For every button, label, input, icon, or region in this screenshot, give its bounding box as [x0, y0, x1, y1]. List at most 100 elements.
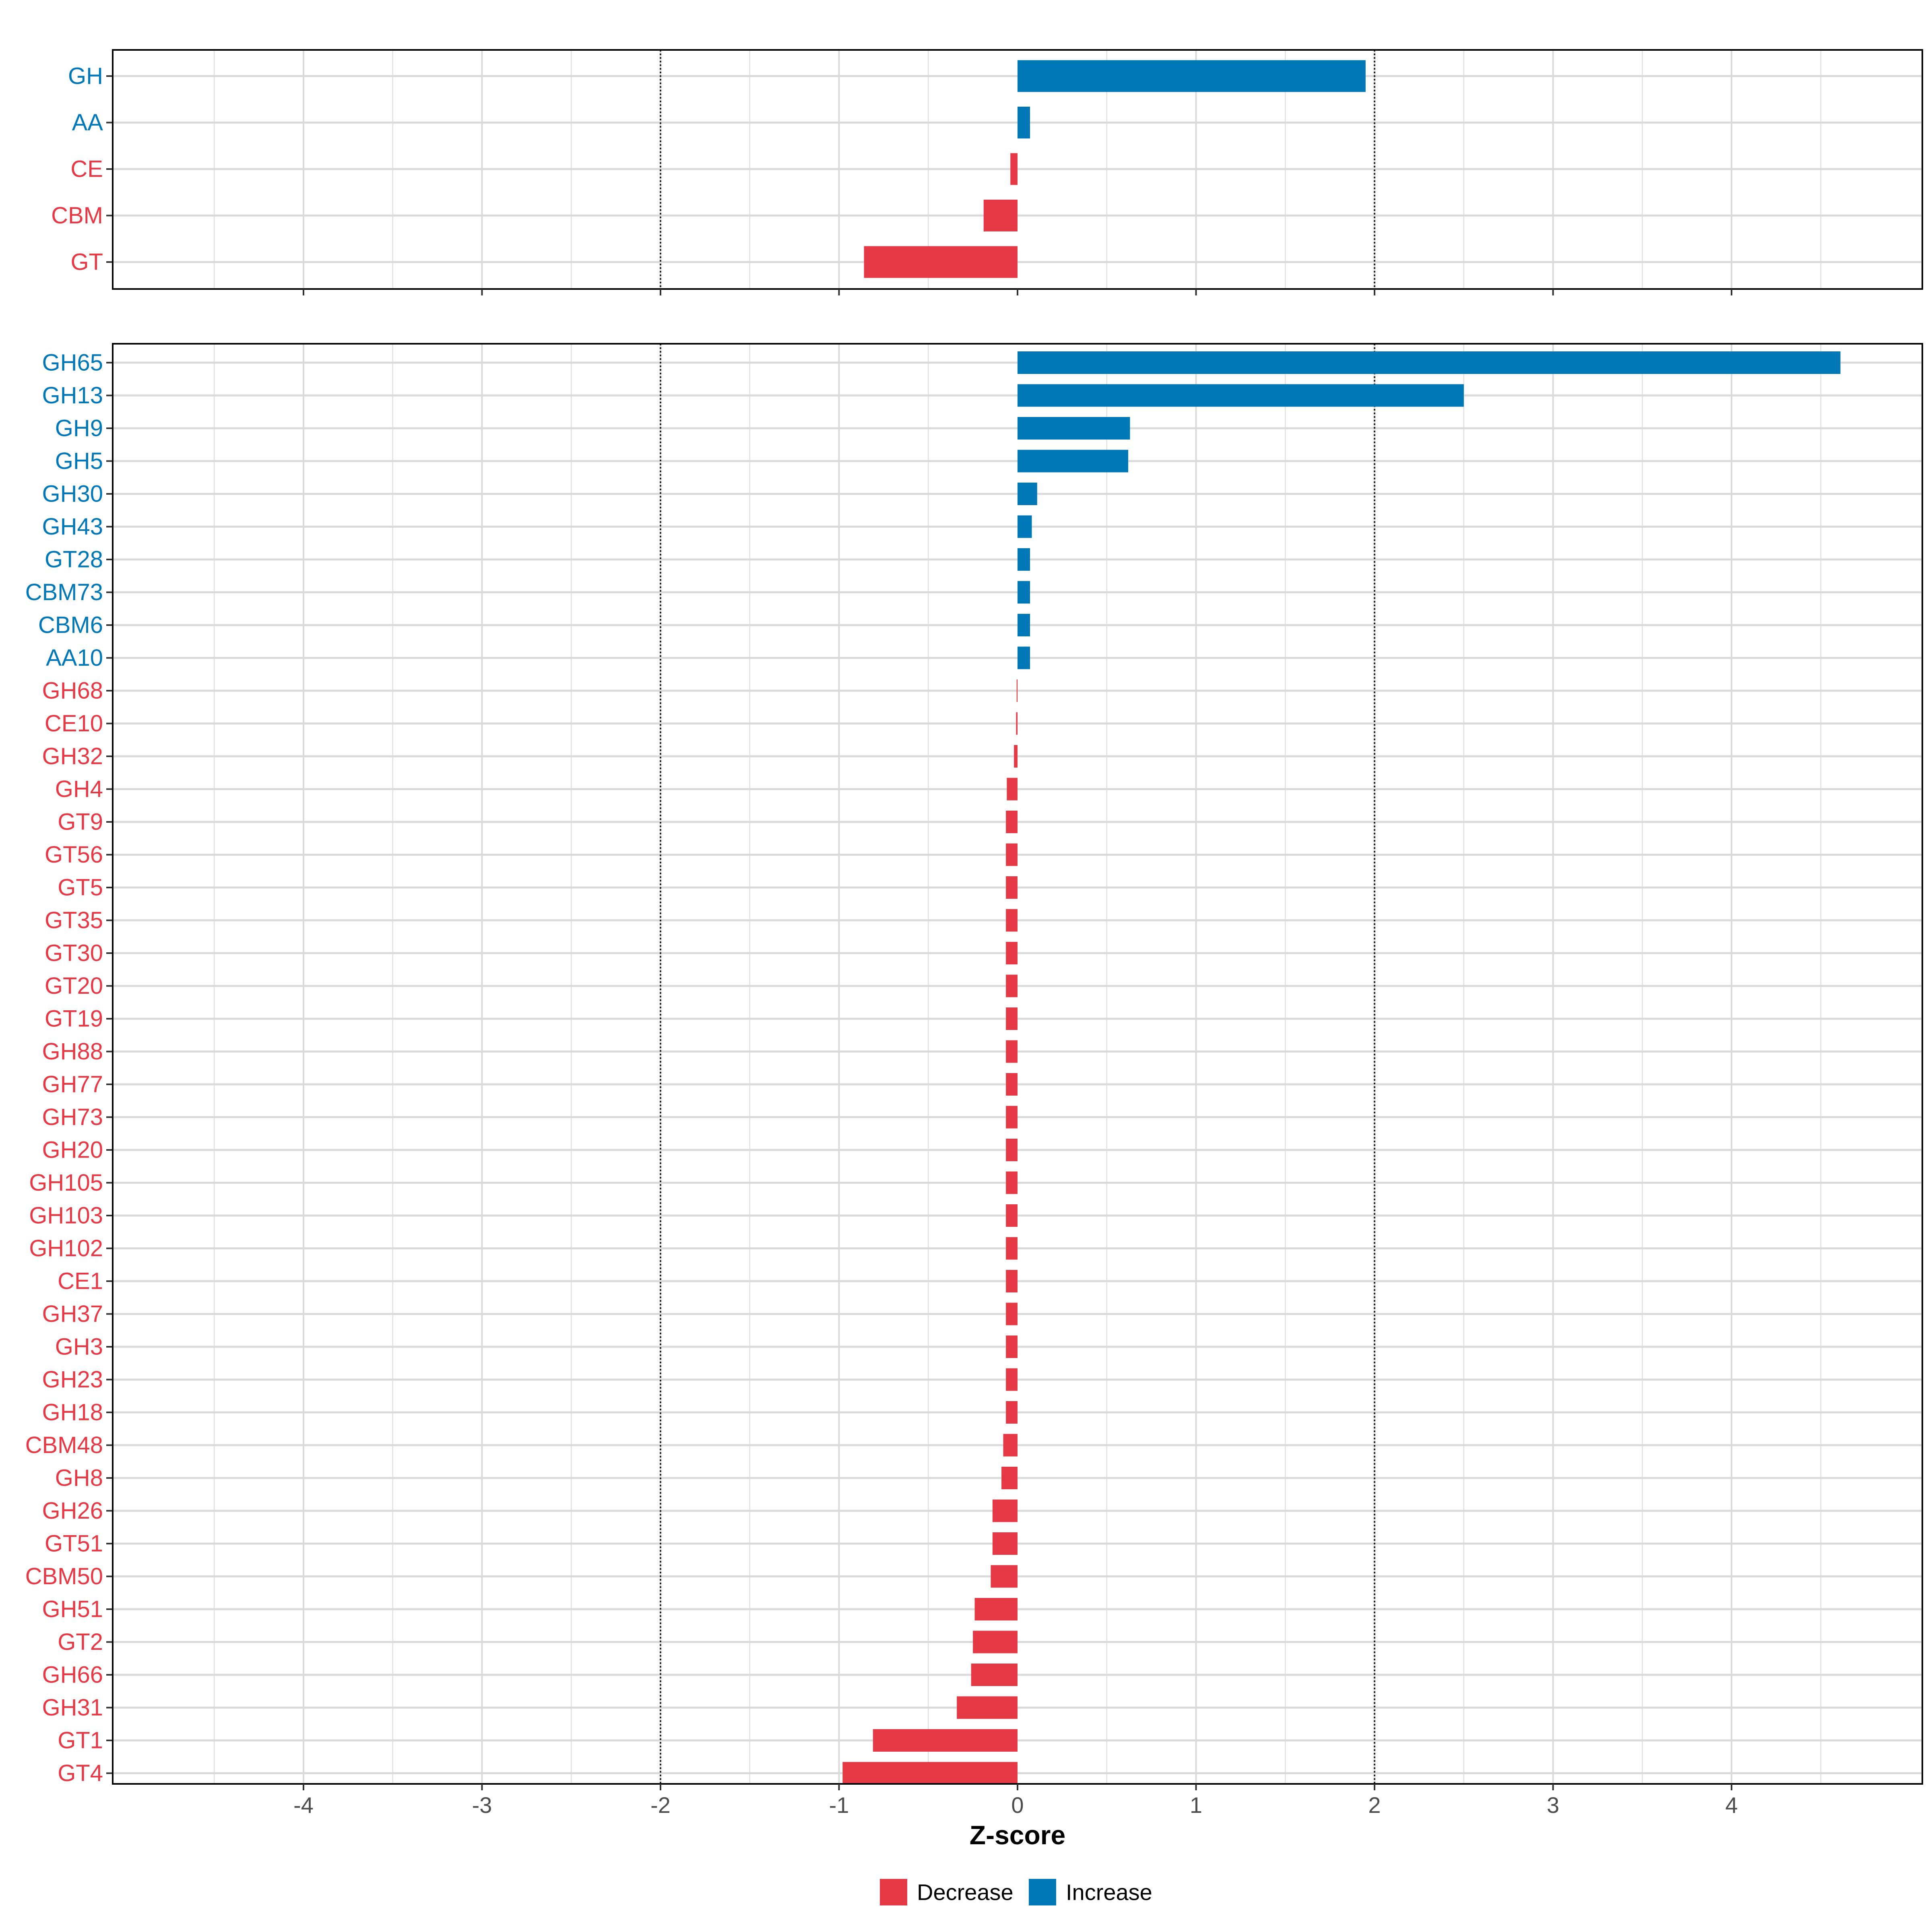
category-label: GT35 — [45, 907, 103, 933]
bar-CE — [1010, 153, 1018, 185]
category-label: GH37 — [42, 1301, 103, 1327]
bar-GH37 — [1006, 1302, 1018, 1325]
bar-GH77 — [1006, 1073, 1018, 1096]
bar-GT20 — [1006, 974, 1018, 997]
category-label: GH23 — [42, 1366, 103, 1393]
x-axis: -4 -3 -2 -1 0 1 2 3 4 — [293, 1792, 1738, 1818]
bar-GH88 — [1006, 1040, 1018, 1063]
category-label: GH5 — [55, 448, 103, 474]
category-label: GH103 — [29, 1203, 103, 1229]
category-label: GH65 — [42, 350, 103, 376]
bar-GH13 — [1018, 384, 1464, 407]
bar-AA10 — [1018, 646, 1030, 669]
x-tick-label: 4 — [1725, 1792, 1738, 1818]
category-label: GH88 — [42, 1038, 103, 1065]
category-label: GH68 — [42, 678, 103, 704]
x-tick-label: -4 — [293, 1792, 314, 1818]
category-label: GT5 — [58, 875, 103, 901]
category-label: GH31 — [42, 1695, 103, 1721]
bar-GT19 — [1006, 1007, 1018, 1030]
category-label: CBM — [51, 202, 103, 229]
bar-GH18 — [1006, 1401, 1018, 1424]
bar-GH103 — [1006, 1204, 1018, 1227]
category-label: GH18 — [42, 1399, 103, 1426]
bar-GH43 — [1018, 515, 1032, 538]
bar-CE10 — [1016, 712, 1018, 735]
bar-GH26 — [992, 1499, 1018, 1522]
bar-GH31 — [957, 1696, 1018, 1719]
category-label: GT28 — [45, 547, 103, 573]
bar-GH66 — [971, 1664, 1018, 1686]
bars — [864, 60, 1366, 278]
bar-CBM50 — [991, 1565, 1018, 1588]
x-tick-label: 1 — [1190, 1792, 1202, 1818]
x-tick-label: 3 — [1547, 1792, 1559, 1818]
category-label: CBM73 — [25, 579, 103, 605]
category-label: CE10 — [45, 710, 103, 737]
bar-GH65 — [1018, 351, 1841, 374]
category-label: GH — [68, 63, 103, 89]
x-tick-label: -3 — [472, 1792, 492, 1818]
bar-GH8 — [1001, 1467, 1018, 1489]
bar-GT51 — [992, 1532, 1018, 1555]
category-label: AA — [72, 109, 103, 136]
bar-GH4 — [1007, 778, 1018, 801]
legend: Decrease Increase — [880, 1879, 1152, 1905]
category-label: GH13 — [42, 382, 103, 409]
category-label: GH32 — [42, 743, 103, 770]
category-label: GT30 — [45, 940, 103, 966]
category-label: GH66 — [42, 1662, 103, 1688]
bar-GT30 — [1006, 942, 1018, 964]
category-label: GH4 — [55, 776, 103, 802]
category-label: GT2 — [58, 1629, 103, 1655]
category-label: GH51 — [42, 1596, 103, 1622]
category-label: GT1 — [58, 1728, 103, 1754]
bar-GH51 — [974, 1598, 1018, 1620]
category-label: GH26 — [42, 1498, 103, 1524]
category-label: GT20 — [45, 973, 103, 999]
category-label: GT9 — [58, 809, 103, 835]
legend-label-increase: Increase — [1066, 1880, 1152, 1905]
bar-GH32 — [1014, 745, 1018, 768]
bar-GT56 — [1006, 843, 1018, 866]
bar-GH23 — [1006, 1368, 1018, 1391]
bar-GH105 — [1006, 1171, 1018, 1194]
bar-CBM48 — [1003, 1434, 1018, 1457]
bar-GT4 — [842, 1762, 1018, 1785]
bar-GT — [864, 246, 1018, 278]
x-tick-label: 0 — [1011, 1792, 1024, 1818]
legend-label-decrease: Decrease — [917, 1880, 1013, 1905]
category-label: GT19 — [45, 1006, 103, 1032]
category-label: GH73 — [42, 1104, 103, 1130]
category-labels: GH65 GH13 GH9 GH5 GH30 GH43 GT28 CBM73 CBM6 AA10 G… — [25, 350, 113, 1786]
category-label: CBM6 — [38, 612, 103, 638]
category-label: GT — [70, 249, 103, 275]
category-label: GH105 — [29, 1170, 103, 1196]
category-label: CBM50 — [25, 1563, 103, 1589]
bar-GH30 — [1018, 483, 1037, 505]
bar-GT35 — [1006, 909, 1018, 932]
category-label: CE — [70, 156, 103, 182]
panel-family: GH65 GH13 GH9 GH5 GH30 GH43 GT28 CBM73 CBM6 AA10 G… — [25, 343, 1923, 1790]
bar-GH20 — [1006, 1139, 1018, 1161]
category-label: GH9 — [55, 415, 103, 442]
category-label: GH30 — [42, 481, 103, 507]
category-label: GT51 — [45, 1531, 103, 1557]
category-label: GH102 — [29, 1235, 103, 1261]
bar-GH73 — [1006, 1106, 1018, 1129]
category-label: GH43 — [42, 514, 103, 540]
category-label: GH3 — [55, 1334, 103, 1360]
bar-CE1 — [1006, 1270, 1018, 1292]
legend-swatch-decrease — [880, 1879, 907, 1905]
panel-class: GH AA CE CBM GT — [51, 49, 1923, 295]
category-label: CE1 — [58, 1268, 103, 1294]
bar-GT28 — [1018, 548, 1030, 571]
category-labels: GH AA CE CBM GT — [51, 63, 113, 275]
bar-GH102 — [1006, 1237, 1018, 1260]
bar-GT9 — [1006, 811, 1018, 833]
bar-GT1 — [873, 1729, 1018, 1752]
bar-GH68 — [1016, 679, 1018, 702]
bar-GH — [1018, 60, 1366, 92]
bar-GH3 — [1006, 1335, 1018, 1358]
